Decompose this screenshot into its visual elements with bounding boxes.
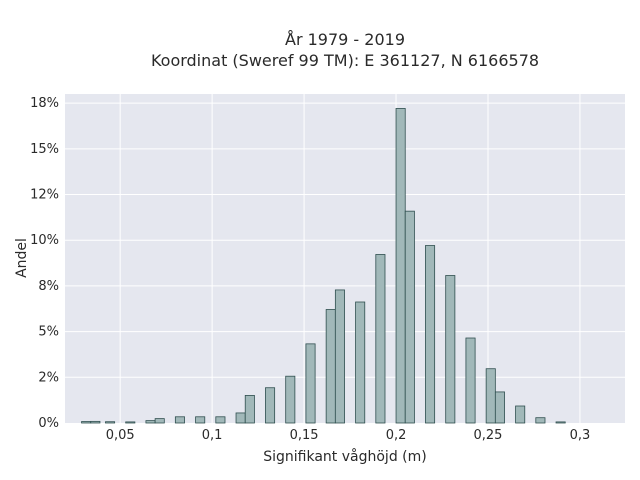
y-tick-labels: 0% 2% 5% 8% 10% 12% 15% 18% <box>30 96 59 431</box>
histogram-bar <box>425 245 436 424</box>
histogram-bar <box>174 416 185 424</box>
histogram-bar <box>285 375 296 424</box>
x-tick-label: 0,1 <box>202 428 223 443</box>
histogram-bar <box>334 289 345 424</box>
histogram-bar <box>305 343 316 424</box>
y-tick-label: 5% <box>38 325 59 340</box>
y-tick-label: 8% <box>38 279 59 294</box>
histogram-bar <box>535 417 546 424</box>
x-tick-label: 0,25 <box>474 428 503 443</box>
histogram-bar <box>81 421 92 424</box>
histogram-bar <box>404 210 415 424</box>
x-tick-label: 0,3 <box>570 428 591 443</box>
x-tick-labels: 0,05 0,1 0,15 0,2 0,25 0,3 <box>106 428 591 443</box>
x-tick-label: 0,15 <box>290 428 319 443</box>
chart-title-line2: Koordinat (Sweref 99 TM): E 361127, N 61… <box>151 51 539 70</box>
y-tick-label: 12% <box>30 188 59 203</box>
y-tick-label: 18% <box>30 96 59 111</box>
histogram-bar <box>154 418 165 424</box>
histogram-bar <box>90 420 101 424</box>
y-tick-label: 0% <box>38 416 59 431</box>
histogram-bar <box>485 368 496 424</box>
histogram-bar <box>265 387 276 424</box>
histogram-bar <box>195 416 206 424</box>
histogram-bar <box>145 420 156 424</box>
histogram-bar <box>375 254 386 424</box>
histogram-bar <box>325 309 336 424</box>
grid-lines <box>65 94 625 423</box>
histogram-bar <box>355 301 366 424</box>
x-tick-label: 0,2 <box>386 428 407 443</box>
histogram-bar <box>395 108 406 424</box>
histogram-bar <box>515 405 526 424</box>
histogram-bar <box>244 395 255 424</box>
plot-area <box>65 94 625 423</box>
y-tick-label: 2% <box>38 370 59 385</box>
chart-title-line1: År 1979 - 2019 <box>285 30 405 49</box>
histogram-bar <box>235 412 246 424</box>
histogram-bar <box>125 421 136 424</box>
histogram-bar <box>215 416 226 424</box>
histogram-bar <box>465 337 476 424</box>
histogram-bar <box>555 421 566 424</box>
x-tick-label: 0,05 <box>106 428 135 443</box>
histogram-bar <box>494 391 505 424</box>
y-axis-title: Andel <box>14 238 30 278</box>
y-tick-label: 10% <box>30 233 59 248</box>
histogram-bar <box>105 421 116 424</box>
histogram-bar <box>445 275 456 424</box>
y-tick-label: 15% <box>30 142 59 157</box>
bars <box>81 108 566 424</box>
x-axis-title: Signifikant våghöjd (m) <box>263 448 426 465</box>
